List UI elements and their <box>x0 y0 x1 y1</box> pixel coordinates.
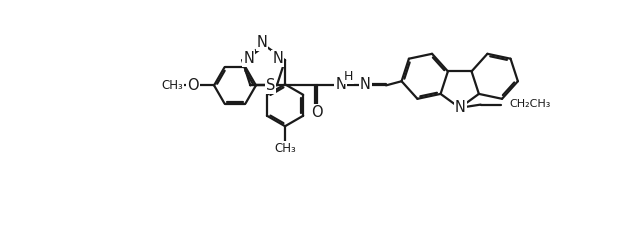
Text: N: N <box>273 52 284 67</box>
Text: H: H <box>344 70 353 83</box>
Text: CH₂CH₃: CH₂CH₃ <box>509 99 551 109</box>
Text: N: N <box>243 52 254 67</box>
Text: N: N <box>360 77 371 92</box>
Text: N: N <box>335 77 346 92</box>
Text: N: N <box>455 100 466 115</box>
Text: CH₃: CH₃ <box>274 142 296 155</box>
Text: O: O <box>188 78 199 93</box>
Text: CH₃: CH₃ <box>162 79 184 92</box>
Text: S: S <box>266 78 275 93</box>
Text: O: O <box>311 105 323 120</box>
Text: N: N <box>257 35 268 50</box>
